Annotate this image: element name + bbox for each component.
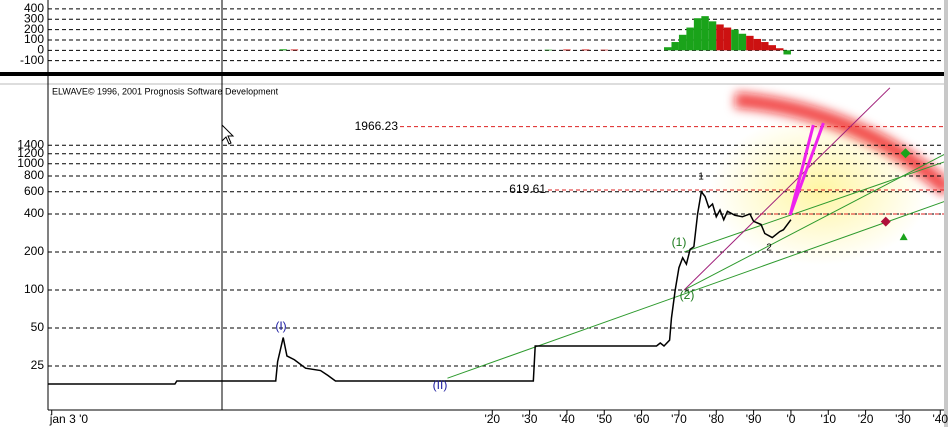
y-tick-label: 800 (24, 168, 44, 182)
histogram-bar (776, 48, 784, 51)
y-tick-label: 400 (24, 1, 44, 15)
y-tick-label: -100 (20, 53, 44, 67)
histogram-bar (664, 47, 672, 51)
y-tick-label: 200 (24, 22, 44, 36)
y-tick-label: 600 (24, 184, 44, 198)
target-arc (734, 92, 944, 196)
target-marker (899, 233, 908, 241)
wave-label: 2 (766, 243, 772, 254)
x-tick-label: '20 (484, 412, 500, 426)
x-axis: jan 3 '0 '20 '30 '40 '50 '60 '70 '80 '90 '0 '10 '20… (49, 410, 948, 426)
y-tick-label: 400 (24, 206, 44, 220)
x-tick-label: '30 (895, 412, 911, 426)
y-tick-label: 1400 (17, 137, 44, 151)
y-tick-label: 1200 (17, 146, 44, 160)
x-tick-label: '50 (596, 412, 612, 426)
wave-label: (1) (672, 235, 687, 249)
histogram-bar (768, 45, 776, 51)
x-tick-label: '30 (522, 412, 538, 426)
x-tick-label: jan 3 '0 (49, 412, 89, 426)
histogram-bar (701, 16, 709, 51)
histogram-bar (731, 29, 739, 51)
level-label: 619.61 (509, 182, 546, 196)
x-tick-label: '0 (786, 412, 795, 426)
histogram-bar (723, 27, 732, 51)
histogram-bar (678, 34, 687, 51)
x-tick-label: '40 (932, 412, 948, 426)
histogram-bar (746, 35, 754, 51)
histogram-bar (600, 49, 608, 51)
y-tick-label: 100 (24, 282, 44, 296)
histogram-bar (686, 27, 694, 51)
level-label: 1966.23 (355, 119, 399, 133)
trend-line (447, 201, 944, 379)
y-tick-label: 300 (24, 11, 44, 25)
copyright: ELWAVE© 1996, 2001 Prognosis Software De… (52, 86, 279, 96)
x-tick-label: '90 (746, 412, 762, 426)
histogram-bar (708, 21, 717, 51)
histogram-bar (544, 49, 552, 51)
bars (279, 16, 791, 55)
trend-line (683, 87, 891, 291)
histogram-bar (761, 42, 769, 51)
x-tick-label: '60 (634, 412, 650, 426)
histogram-bar (563, 49, 571, 51)
glow (710, 115, 930, 265)
wave-label: 1 (698, 172, 704, 183)
target-marker (900, 148, 911, 159)
y-tick-label: 100 (24, 32, 44, 46)
target-zone (710, 92, 944, 265)
x-tick-label: '80 (708, 412, 724, 426)
histogram-bar (581, 49, 590, 51)
histogram-bar (279, 49, 287, 51)
histogram-bar (716, 24, 724, 51)
wave-label: (I) (275, 319, 286, 333)
mouse-cursor (221, 123, 235, 145)
histogram-bar (783, 50, 791, 55)
plot-area (48, 87, 944, 385)
y-tick-label: 200 (24, 244, 44, 258)
window-border (944, 0, 948, 427)
x-tick-label: '20 (858, 412, 874, 426)
histogram-bar (693, 18, 702, 51)
wave-label: (2) (680, 288, 695, 302)
x-tick-label: '10 (820, 412, 836, 426)
trend-line (788, 122, 825, 216)
trend-line (683, 161, 944, 253)
histogram-bar (290, 49, 299, 51)
y-tick-label: 1000 (17, 156, 44, 170)
x-axis-area (0, 410, 948, 427)
histogram-bar (671, 42, 679, 51)
y-tick-label: 25 (31, 358, 45, 372)
x-tick-label: '70 (671, 412, 687, 426)
target-marker (880, 216, 891, 227)
histogram-bar (738, 33, 747, 51)
trend-line (683, 154, 944, 291)
x-tick-label: '40 (559, 412, 575, 426)
price-line (48, 189, 792, 385)
separator-line (0, 72, 948, 76)
wave-labels: (I) (II) (1) (2) 1 2 (275, 172, 772, 393)
wave-label: (II) (433, 378, 448, 392)
y-tick-label: 0 (37, 42, 44, 56)
histogram-bar (753, 38, 762, 51)
y-tick-label: 50 (31, 320, 45, 334)
